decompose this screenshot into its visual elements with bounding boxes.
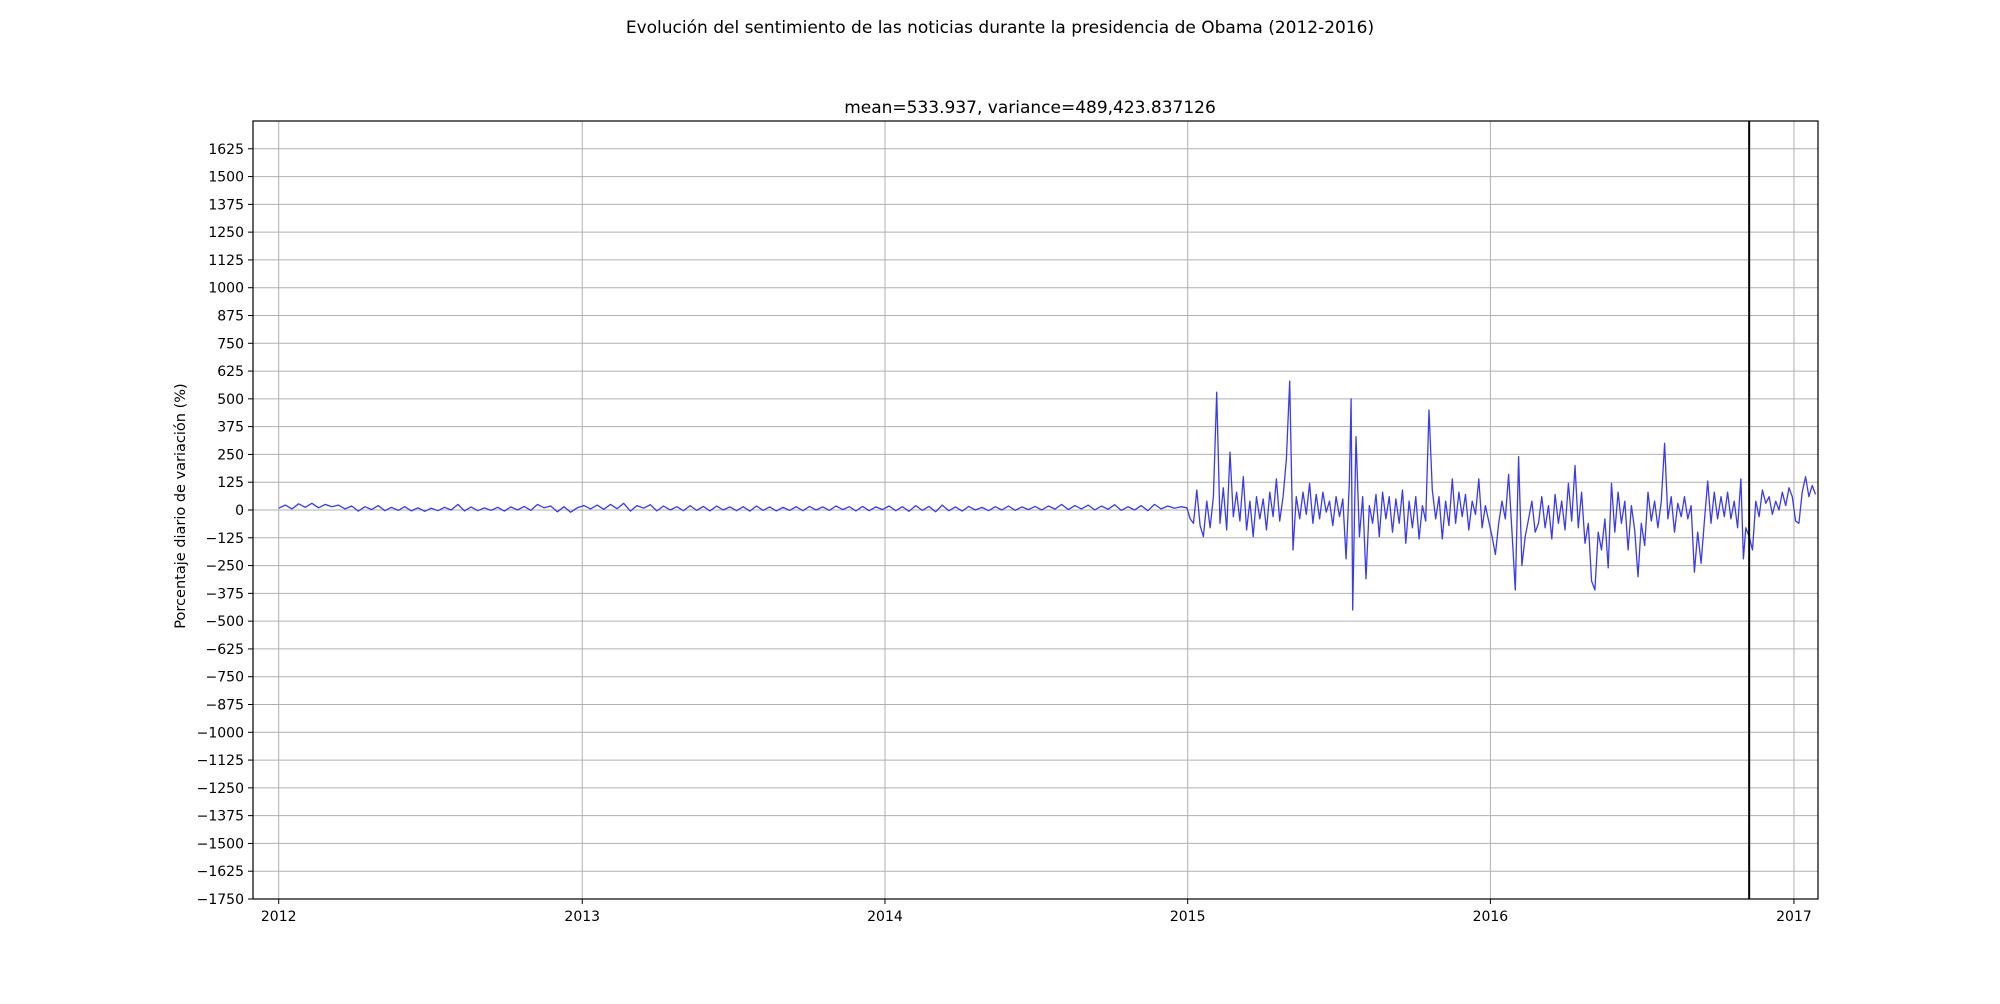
y-axis: 1625150013751250112510008757506255003752… [197, 142, 253, 908]
x-tick-label: 2012 [261, 909, 297, 925]
y-tick-label: −1625 [197, 864, 244, 880]
y-tick-label: −125 [206, 531, 244, 547]
y-tick-label: −1375 [197, 809, 244, 825]
y-tick-label: −1250 [197, 781, 244, 797]
y-tick-label: 1625 [208, 142, 244, 158]
y-tick-label: −1000 [197, 725, 244, 741]
y-tick-label: 125 [217, 475, 244, 491]
plot-frame [252, 120, 1819, 900]
x-tick-label: 2015 [1170, 909, 1206, 925]
series-group [278, 380, 1817, 611]
y-tick-label: −375 [206, 586, 244, 602]
y-axis-label: Porcentaje diario de variación (%) [173, 383, 189, 628]
chart-subtitle: mean=533.937, variance=489,423.837126 [844, 98, 1216, 118]
y-tick-label: −875 [206, 698, 244, 714]
y-tick-label: −750 [206, 670, 244, 686]
y-tick-label: 500 [217, 392, 244, 408]
x-tick-label: 2017 [1776, 909, 1812, 925]
series-line [278, 380, 1817, 611]
x-tick-label: 2014 [867, 909, 903, 925]
y-tick-label: −500 [206, 614, 244, 630]
x-tick-label: 2016 [1473, 909, 1509, 925]
y-tick-label: −1125 [197, 753, 244, 769]
y-tick-label: −625 [206, 642, 244, 658]
y-tick-label: 1250 [208, 225, 244, 241]
y-tick-label: 1125 [208, 253, 244, 269]
chart-title: Evolución del sentimiento de las noticia… [626, 18, 1374, 38]
y-tick-label: 1500 [208, 170, 244, 186]
y-tick-label: 750 [217, 336, 244, 352]
y-tick-label: 625 [217, 364, 244, 380]
y-tick-label: 250 [217, 447, 244, 463]
x-axis: 2012 2013 2014 2015 2016 2017 [261, 899, 1812, 925]
y-tick-label: −1500 [197, 836, 244, 852]
y-tick-label: 0 [235, 503, 244, 519]
y-tick-label: 1375 [208, 197, 244, 213]
x-tick-label: 2013 [564, 909, 600, 925]
y-tick-label: 375 [217, 420, 244, 436]
y-tick-label: −250 [206, 559, 244, 575]
y-tick-label: −1750 [197, 892, 244, 908]
y-tick-label: 1000 [208, 281, 244, 297]
y-tick-label: 875 [217, 309, 244, 325]
